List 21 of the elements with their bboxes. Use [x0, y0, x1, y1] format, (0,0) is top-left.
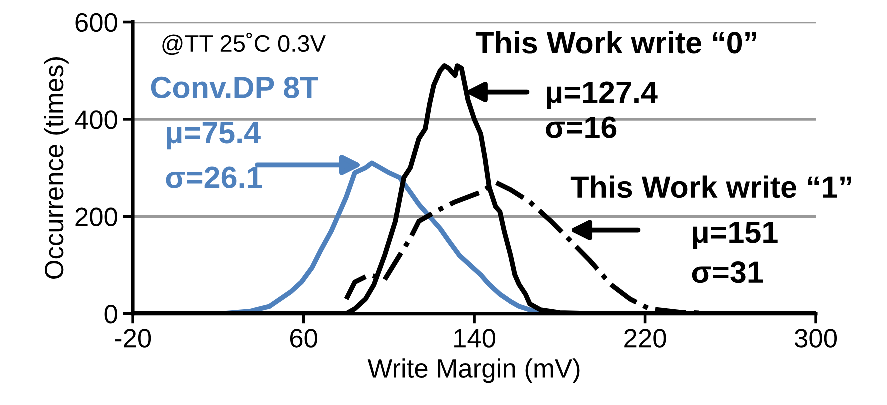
- y-tick-label: 600: [76, 13, 118, 32]
- x-tick-label: 220: [624, 329, 666, 348]
- x-tick-label: 300: [795, 329, 838, 348]
- annotation: σ=26.1: [166, 166, 262, 188]
- annotation: @TT 25˚C 0.3V: [162, 32, 326, 56]
- y-tick-label: 200: [76, 208, 118, 226]
- text: Conv.DP 8T: [151, 76, 318, 99]
- x-tick-label: -20: [115, 329, 152, 348]
- y-axis-title: Occurrence (times): [44, 58, 69, 279]
- annotation: μ=75.4: [167, 122, 261, 150]
- y-tick-label: 400: [75, 110, 118, 130]
- y-tick-label: 0: [104, 305, 118, 324]
- series-label: This Work write “0”: [476, 31, 756, 54]
- x-tick-label: 140: [454, 329, 496, 348]
- annotation: σ=31: [692, 262, 764, 284]
- series-label: This Work write “1”: [570, 176, 852, 198]
- x-tick-label: 60: [290, 329, 318, 348]
- annotation: σ=16: [546, 116, 617, 138]
- x-axis-title: Write Margin (mV): [368, 358, 580, 384]
- annotation: μ=151: [693, 222, 778, 250]
- annotation: μ=127.4: [547, 82, 658, 110]
